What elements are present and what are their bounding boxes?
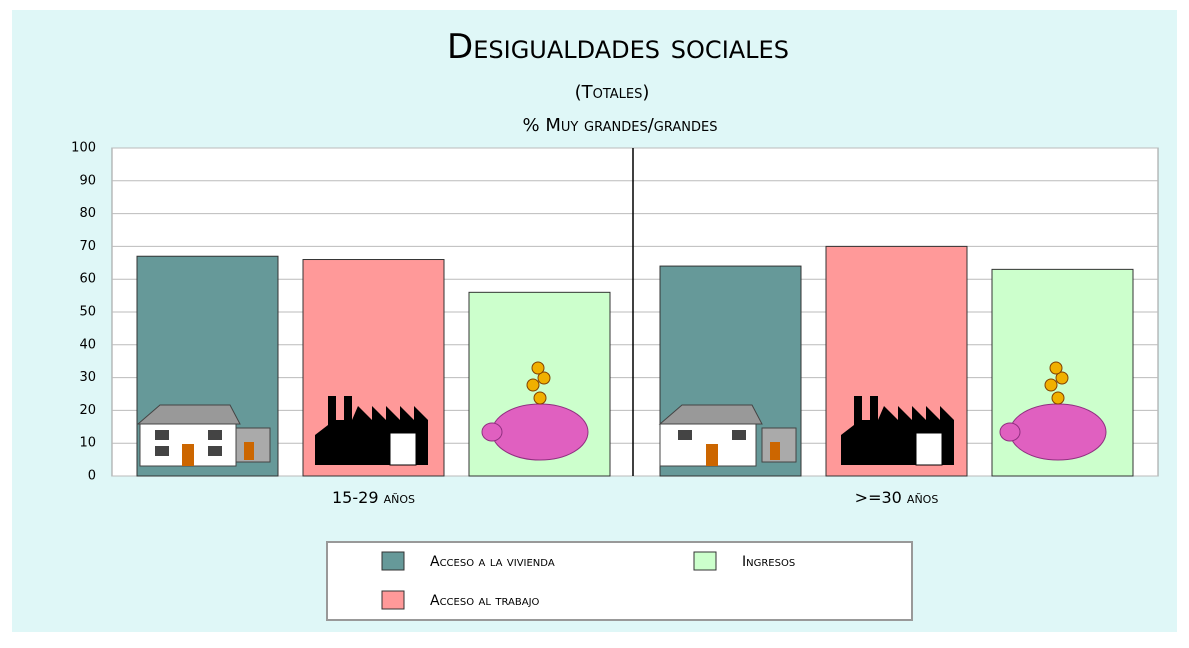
legend-label: Ingresos: [742, 554, 795, 570]
y-tick-label: 50: [79, 305, 96, 320]
y-tick-label: 60: [79, 272, 96, 287]
y-tick-label: 10: [79, 436, 96, 451]
x-tick-label: >=30 años: [855, 488, 939, 507]
chart-subtitle: (Totales): [575, 82, 650, 103]
y-axis-label: % Muy grandes/grandes: [523, 115, 718, 136]
y-tick-label: 40: [79, 337, 96, 352]
piggy-bank-icon: [481, 361, 1107, 461]
y-tick-label: 0: [88, 469, 96, 484]
y-tick-label: 20: [79, 403, 96, 418]
y-tick-label: 30: [79, 370, 96, 385]
legend-label: Acceso al trabajo: [430, 593, 540, 609]
x-tick-label: 15-29 años: [332, 488, 415, 507]
y-tick-label: 70: [79, 239, 96, 254]
factory-icon: [315, 396, 954, 466]
legend-swatch: [693, 551, 717, 571]
chart-title: Desigualdades sociales: [447, 27, 789, 67]
legend-swatch: [381, 590, 405, 610]
legend: [326, 541, 913, 621]
y-tick-label: 100: [71, 141, 96, 156]
legend-swatch: [381, 551, 405, 571]
y-tick-label: 80: [79, 206, 96, 221]
house-icon: [136, 404, 797, 467]
legend-label: Acceso a la vivienda: [430, 554, 555, 570]
y-tick-label: 90: [79, 173, 96, 188]
